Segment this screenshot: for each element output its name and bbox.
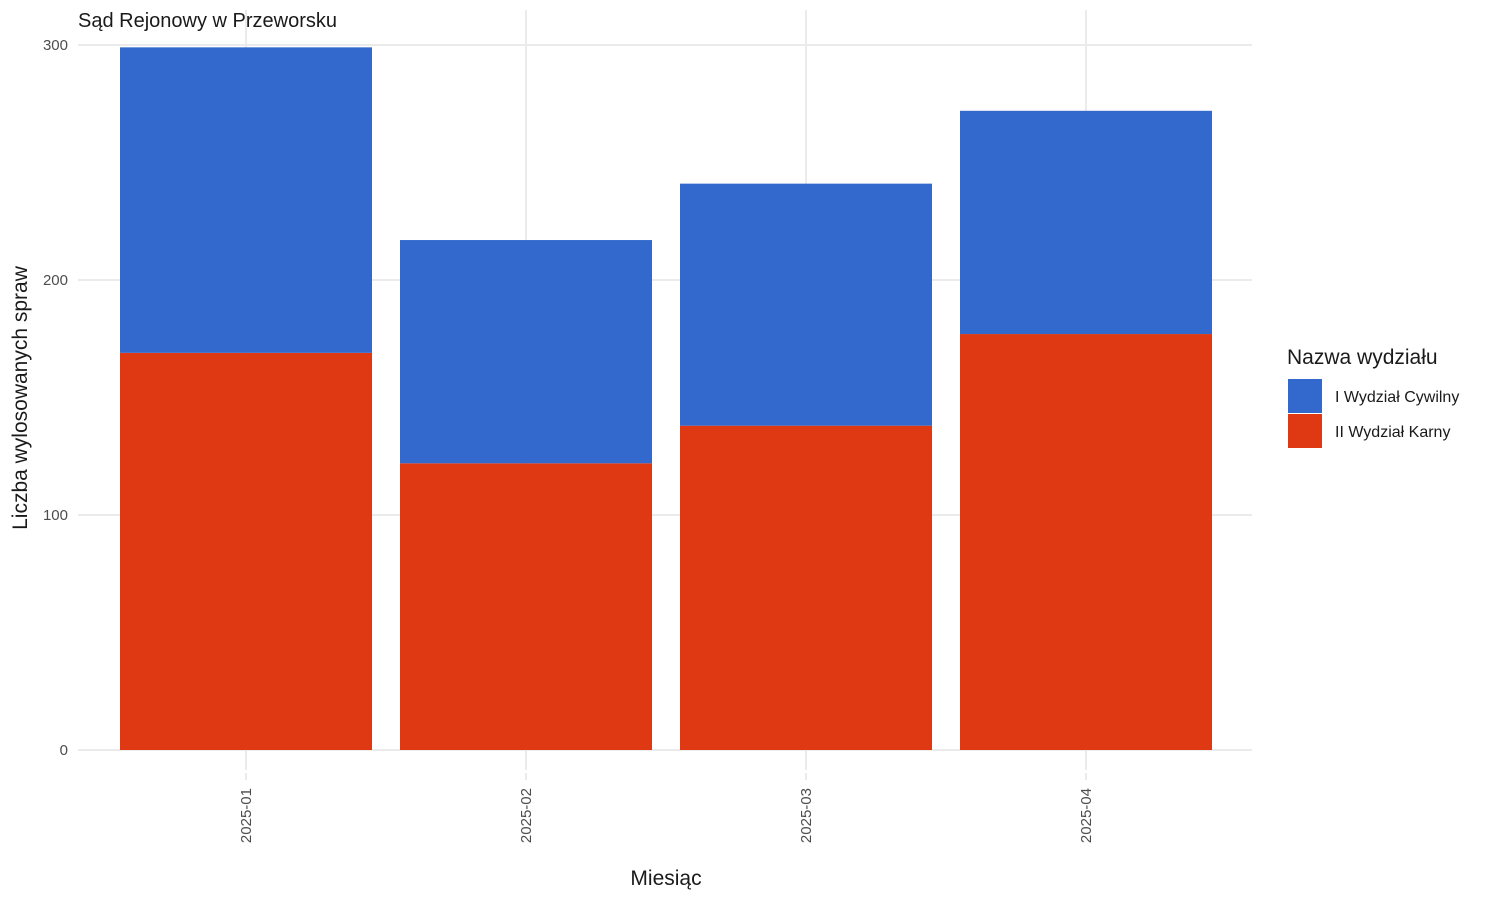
bars-layer bbox=[120, 47, 1212, 750]
x-tick-label: 2025-03 bbox=[798, 788, 815, 843]
bar-segment-2025-04-series-0 bbox=[960, 334, 1212, 750]
bar-segment-2025-03-series-1 bbox=[680, 183, 932, 426]
bar-segment-2025-04-series-1 bbox=[960, 110, 1212, 335]
y-tick-label: 100 bbox=[43, 507, 68, 524]
bar-segment-2025-03-series-0 bbox=[680, 425, 932, 750]
legend-label: II Wydział Karny bbox=[1335, 424, 1450, 441]
legend-entries: I Wydział Cywilny II Wydział Karny bbox=[1288, 379, 1459, 448]
y-tick-label: 200 bbox=[43, 272, 68, 289]
legend: Nazwa wydziału I Wydział Cywilny II Wydzi… bbox=[1287, 346, 1459, 448]
bar-segment-2025-01-series-1 bbox=[120, 47, 372, 353]
legend-key bbox=[1288, 379, 1322, 413]
legend-key bbox=[1288, 414, 1322, 448]
bar-segment-2025-02-series-1 bbox=[400, 240, 652, 464]
y-tick-label: 0 bbox=[60, 742, 68, 759]
x-axis-title: Miesiąc bbox=[630, 867, 701, 890]
y-tick-label: 300 bbox=[43, 37, 68, 54]
bar-segment-2025-01-series-0 bbox=[120, 352, 372, 750]
chart-title: Sąd Rejonowy w Przeworsku bbox=[78, 10, 337, 32]
axis-layer: 0 100 200 300 2025-01 2025-02 2025-03 2025-04 bbox=[43, 37, 1095, 843]
legend-title: Nazwa wydziału bbox=[1287, 346, 1438, 369]
y-axis-title: Liczba wylosowanych spraw bbox=[9, 265, 32, 530]
legend-label: I Wydział Cywilny bbox=[1335, 389, 1459, 406]
x-tick-label: 2025-01 bbox=[238, 788, 255, 843]
x-tick-label: 2025-02 bbox=[518, 788, 535, 843]
x-tick-label: 2025-04 bbox=[1078, 788, 1095, 843]
bar-segment-2025-02-series-0 bbox=[400, 463, 652, 750]
